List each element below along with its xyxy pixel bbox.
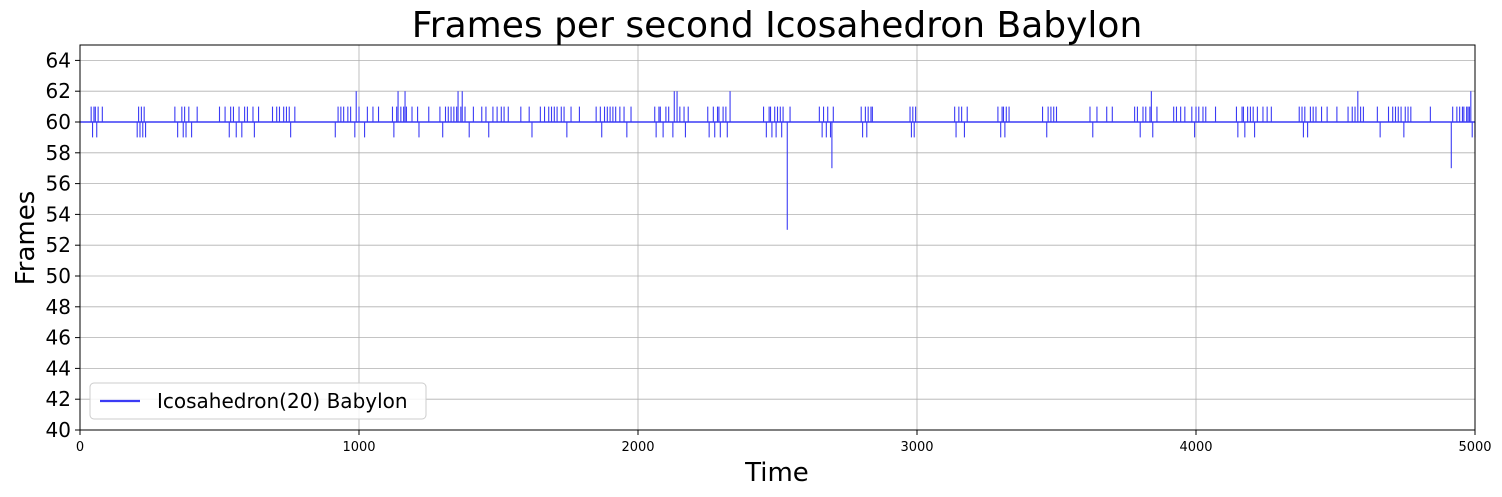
x-tick-label: 5000 — [1458, 440, 1491, 455]
legend-label: Icosahedron(20) Babylon — [157, 389, 408, 413]
x-tick-label: 0 — [76, 440, 84, 455]
y-tick-label: 60 — [46, 110, 71, 134]
y-tick-label: 48 — [46, 295, 71, 319]
grid-lines — [79, 45, 1476, 431]
legend: Icosahedron(20) Babylon — [89, 382, 427, 420]
x-axis-label: Time — [744, 458, 809, 488]
legend-box — [89, 382, 427, 420]
y-tick-label: 56 — [46, 172, 71, 196]
series-plot-area — [80, 91, 1476, 230]
x-axis-ticks: 0 1000 2000 3000 4000 5000 — [76, 430, 1492, 455]
y-tick-label: 64 — [46, 48, 71, 72]
y-axis-ticks: 40 42 44 46 48 50 52 54 56 58 60 62 64 — [46, 48, 80, 442]
y-tick-label: 52 — [46, 233, 71, 257]
x-tick-label: 2000 — [621, 440, 654, 455]
y-tick-label: 42 — [46, 387, 71, 411]
plot-frame — [79, 44, 1476, 431]
y-tick-label: 62 — [46, 79, 71, 103]
y-tick-label: 50 — [46, 264, 71, 288]
y-tick-label: 40 — [46, 418, 71, 442]
x-tick-label: 3000 — [900, 440, 933, 455]
y-tick-label: 54 — [46, 202, 71, 226]
y-tick-label: 46 — [46, 326, 71, 350]
y-axis-label: Frames — [11, 191, 41, 286]
x-tick-label: 1000 — [342, 440, 375, 455]
x-tick-label: 4000 — [1179, 440, 1212, 455]
chart-title: Frames per second Icosahedron Babylon — [412, 5, 1143, 46]
y-tick-label: 58 — [46, 141, 71, 165]
y-tick-label: 44 — [46, 356, 71, 380]
